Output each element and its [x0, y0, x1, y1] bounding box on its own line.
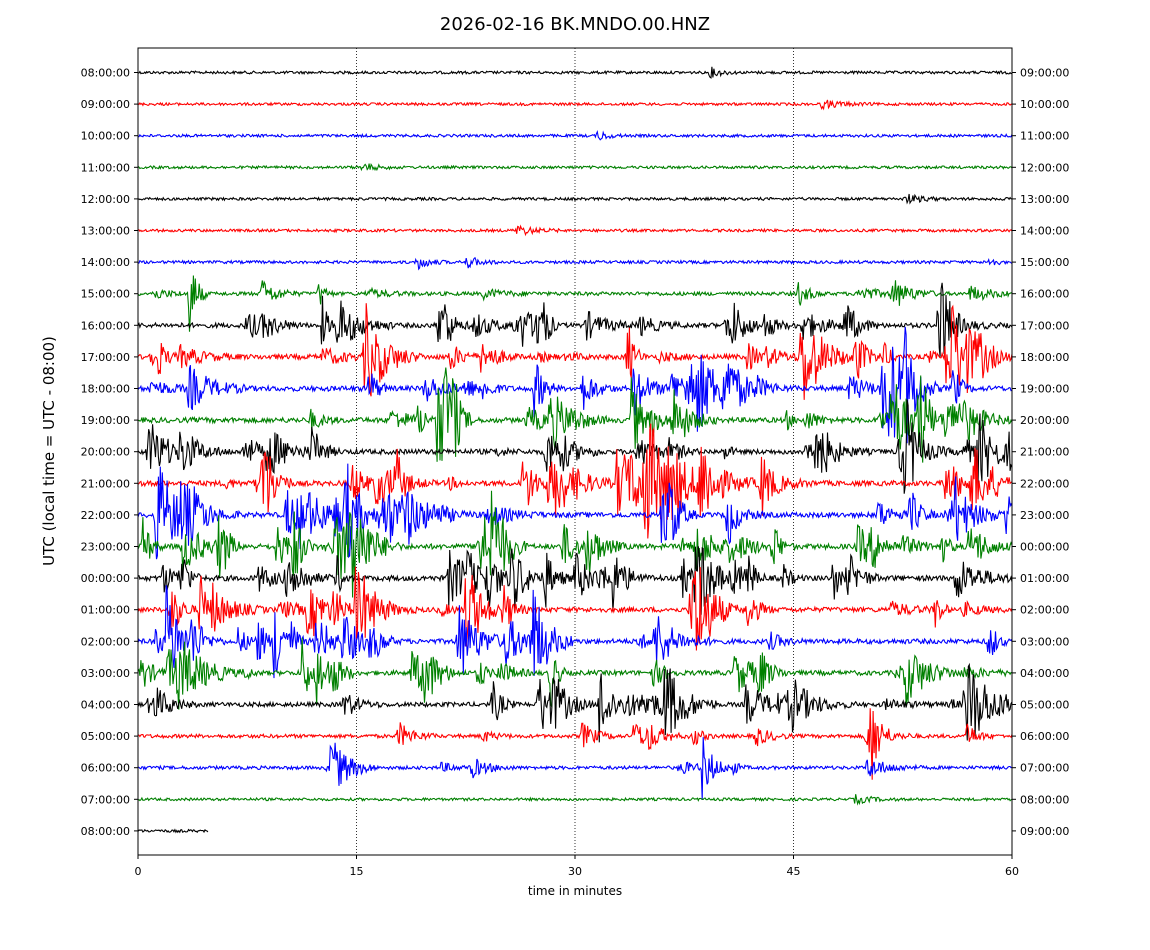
- chart-title: 2026-02-16 BK.MNDO.00.HNZ: [439, 14, 711, 35]
- y-tick-label-right: 06:00:00: [1020, 730, 1069, 743]
- y-tick-label-left: 23:00:00: [81, 541, 130, 554]
- y-tick-label-right: 19:00:00: [1020, 383, 1069, 396]
- trace-line: [137, 662, 1013, 743]
- y-tick-label-right: 03:00:00: [1020, 635, 1069, 648]
- y-tick-label-left: 08:00:00: [81, 67, 130, 80]
- y-tick-label-left: 12:00:00: [81, 193, 130, 206]
- y-tick-label-left: 04:00:00: [81, 699, 130, 712]
- y-tick-label-right: 01:00:00: [1020, 572, 1069, 585]
- y-tick-label-right: 07:00:00: [1020, 762, 1069, 775]
- y-tick-label-right: 09:00:00: [1020, 67, 1069, 80]
- y-tick-label-right: 23:00:00: [1020, 509, 1069, 522]
- y-tick-label-left: 21:00:00: [81, 477, 130, 490]
- trace-line: [137, 129, 1013, 141]
- trace-line: [138, 66, 1013, 79]
- y-tick-label-right: 22:00:00: [1020, 477, 1069, 490]
- y-tick-label-left: 14:00:00: [81, 256, 130, 269]
- y-tick-label-right: 17:00:00: [1020, 319, 1069, 332]
- x-tick-label: 30: [568, 865, 582, 878]
- x-tick-label: 15: [350, 865, 364, 878]
- x-tick-label: 60: [1005, 865, 1019, 878]
- y-tick-label-left: 19:00:00: [81, 414, 130, 427]
- y-tick-label-right: 10:00:00: [1020, 98, 1069, 111]
- y-tick-label-left: 20:00:00: [81, 446, 130, 459]
- y-tick-label-left: 01:00:00: [81, 604, 130, 617]
- trace-line: [137, 546, 1013, 615]
- y-tick-label-right: 12:00:00: [1020, 161, 1069, 174]
- y-tick-label-left: 00:00:00: [81, 572, 130, 585]
- trace-line: [137, 423, 1013, 539]
- trace-line: [137, 399, 1013, 494]
- y-tick-label-left: 15:00:00: [81, 288, 130, 301]
- trace-line: [137, 585, 1013, 679]
- trace-line: [137, 303, 1013, 400]
- y-tick-label-left: 17:00:00: [81, 351, 130, 364]
- y-tick-label-left: 07:00:00: [81, 793, 130, 806]
- trace-line: [137, 737, 1013, 801]
- y-tick-label-left: 10:00:00: [81, 130, 130, 143]
- y-tick-label-right: 16:00:00: [1020, 288, 1069, 301]
- y-tick-label-right: 15:00:00: [1020, 256, 1069, 269]
- trace-line: [137, 256, 1013, 271]
- y-tick-label-left: 06:00:00: [81, 762, 130, 775]
- y-tick-label-left: 02:00:00: [81, 635, 130, 648]
- y-tick-label-left: 18:00:00: [81, 383, 130, 396]
- y-tick-label-right: 08:00:00: [1020, 793, 1069, 806]
- y-tick-label-right: 13:00:00: [1020, 193, 1069, 206]
- y-tick-label-left: 05:00:00: [81, 730, 130, 743]
- y-tick-label-right: 00:00:00: [1020, 541, 1069, 554]
- y-tick-label-right: 09:00:00: [1020, 825, 1069, 838]
- trace-line: [137, 828, 209, 834]
- trace-line: [137, 193, 1013, 205]
- y-tick-label-right: 21:00:00: [1020, 446, 1069, 459]
- x-axis-label: time in minutes: [527, 884, 623, 898]
- y-tick-label-left: 13:00:00: [81, 225, 130, 238]
- x-tick-label: 0: [135, 865, 142, 878]
- trace-line: [137, 463, 1013, 560]
- trace-line: [137, 637, 1013, 710]
- y-tick-label-left: 11:00:00: [81, 161, 130, 174]
- trace-line: [137, 162, 1013, 172]
- y-tick-label-left: 09:00:00: [81, 98, 130, 111]
- y-tick-label-left: 08:00:00: [81, 825, 130, 838]
- trace-line: [137, 224, 1013, 237]
- trace-line: [137, 708, 1013, 780]
- trace-line: [137, 794, 1013, 806]
- trace-line: [137, 275, 1013, 332]
- x-tick-label: 45: [787, 865, 801, 878]
- trace-line: [137, 99, 1013, 111]
- trace-line: [137, 326, 1013, 444]
- trace-line: [137, 282, 1013, 357]
- trace-line: [137, 566, 1013, 651]
- y-tick-label-right: 05:00:00: [1020, 699, 1069, 712]
- y-tick-label-right: 11:00:00: [1020, 130, 1069, 143]
- y-tick-label-left: 03:00:00: [81, 667, 130, 680]
- y-tick-label-left: 22:00:00: [81, 509, 130, 522]
- y-tick-label-right: 18:00:00: [1020, 351, 1069, 364]
- trace-line: [137, 367, 1013, 463]
- y-tick-label-right: 20:00:00: [1020, 414, 1069, 427]
- y-tick-label-right: 02:00:00: [1020, 604, 1069, 617]
- y-tick-label-right: 14:00:00: [1020, 225, 1069, 238]
- y-tick-label-right: 04:00:00: [1020, 667, 1069, 680]
- y-tick-label-left: 16:00:00: [81, 319, 130, 332]
- trace-line: [137, 490, 1013, 598]
